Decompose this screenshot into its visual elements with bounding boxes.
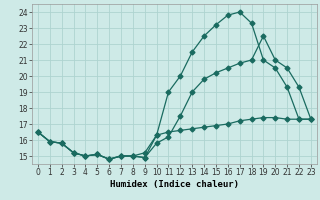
X-axis label: Humidex (Indice chaleur): Humidex (Indice chaleur) — [110, 180, 239, 189]
